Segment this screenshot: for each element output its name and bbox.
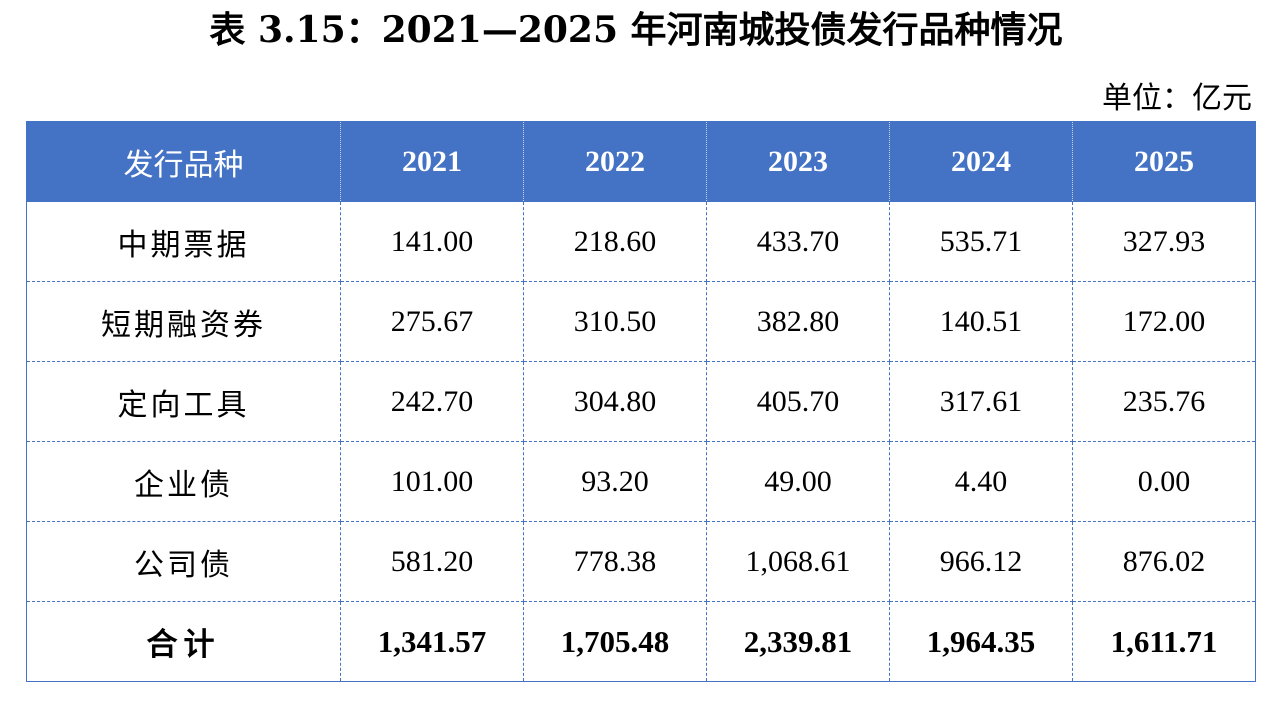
table-row: 中期票据 141.00 218.60 433.70 535.71 327.93 xyxy=(26,201,1256,282)
table-cell: 1,068.61 xyxy=(706,521,890,602)
table-cell: 304.80 xyxy=(523,361,707,442)
table-cell: 235.76 xyxy=(1072,361,1256,442)
row-category: 中期票据 xyxy=(26,201,341,282)
table-cell: 876.02 xyxy=(1072,521,1256,602)
table-cell: 327.93 xyxy=(1072,201,1256,282)
table-row: 短期融资券 275.67 310.50 382.80 140.51 172.00 xyxy=(26,281,1256,362)
table-cell: 433.70 xyxy=(706,201,890,282)
table-cell: 966.12 xyxy=(889,521,1073,602)
total-cell: 1,705.48 xyxy=(523,601,707,682)
row-category: 企业债 xyxy=(26,441,341,522)
unit-label: 单位：亿元 xyxy=(1102,81,1252,116)
total-label: 合计 xyxy=(26,601,341,682)
total-cell: 1,341.57 xyxy=(340,601,524,682)
header-category: 发行品种 xyxy=(26,121,341,202)
header-year: 2021 xyxy=(340,121,524,202)
table-title: 表 3.15：2021—2025 年河南城投债发行品种情况 xyxy=(209,9,1063,51)
table-cell: 405.70 xyxy=(706,361,890,442)
table-body: 中期票据 141.00 218.60 433.70 535.71 327.93 … xyxy=(26,201,1256,682)
table-cell: 778.38 xyxy=(523,521,707,602)
table-cell: 218.60 xyxy=(523,201,707,282)
table-cell: 4.40 xyxy=(889,441,1073,522)
row-category: 短期融资券 xyxy=(26,281,341,362)
table-cell: 49.00 xyxy=(706,441,890,522)
row-category: 公司债 xyxy=(26,521,341,602)
header-year: 2023 xyxy=(706,121,890,202)
total-cell: 2,339.81 xyxy=(706,601,890,682)
table-cell: 93.20 xyxy=(523,441,707,522)
table-cell: 275.67 xyxy=(340,281,524,362)
bond-issuance-table: 发行品种 2021 2022 2023 2024 2025 中期票据 141.0… xyxy=(26,121,1256,682)
table-cell: 242.70 xyxy=(340,361,524,442)
table-cell: 310.50 xyxy=(523,281,707,362)
table-row: 定向工具 242.70 304.80 405.70 317.61 235.76 xyxy=(26,361,1256,442)
total-cell: 1,611.71 xyxy=(1072,601,1256,682)
table-cell: 535.71 xyxy=(889,201,1073,282)
table-row: 公司债 581.20 778.38 1,068.61 966.12 876.02 xyxy=(26,521,1256,602)
header-year: 2022 xyxy=(523,121,707,202)
header-row: 发行品种 2021 2022 2023 2024 2025 xyxy=(26,121,1256,202)
header-year: 2024 xyxy=(889,121,1073,202)
table-cell: 172.00 xyxy=(1072,281,1256,362)
table-cell: 317.61 xyxy=(889,361,1073,442)
table-header: 发行品种 2021 2022 2023 2024 2025 xyxy=(26,121,1256,202)
total-cell: 1,964.35 xyxy=(889,601,1073,682)
table-cell: 382.80 xyxy=(706,281,890,362)
total-row: 合计 1,341.57 1,705.48 2,339.81 1,964.35 1… xyxy=(26,601,1256,682)
table-cell: 0.00 xyxy=(1072,441,1256,522)
table-row: 企业债 101.00 93.20 49.00 4.40 0.00 xyxy=(26,441,1256,522)
table-cell: 140.51 xyxy=(889,281,1073,362)
table-cell: 101.00 xyxy=(340,441,524,522)
row-category: 定向工具 xyxy=(26,361,341,442)
table-cell: 141.00 xyxy=(340,201,524,282)
header-year: 2025 xyxy=(1072,121,1256,202)
table-cell: 581.20 xyxy=(340,521,524,602)
